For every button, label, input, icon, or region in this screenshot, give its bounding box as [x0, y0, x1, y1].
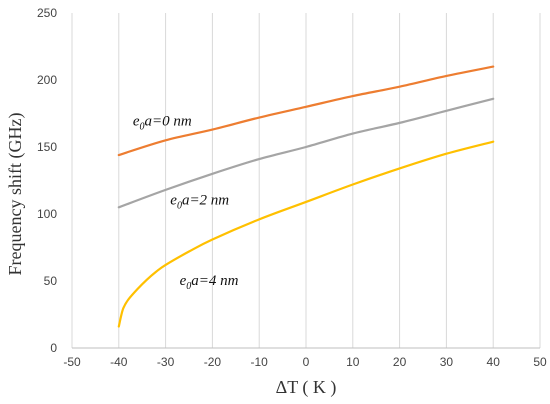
annotations: e0a=0 nm e0a=2 nm e0a=4 nm	[133, 114, 239, 292]
x-tick-label: -20	[204, 355, 222, 369]
x-axis-title: ΔT ( K )	[276, 377, 337, 398]
x-tick-label: 20	[393, 355, 407, 369]
x-tick-label: -50	[63, 355, 81, 369]
series-line-1	[117, 65, 495, 157]
y-tick-label: 0	[50, 341, 57, 355]
y-tick-label: 250	[37, 6, 57, 20]
curve-annotation-3: e0a=4 nm	[180, 273, 239, 292]
series-line-3	[117, 140, 495, 328]
y-axis-title: Frequency shift (GHz)	[5, 113, 26, 276]
y-tick-label: 50	[44, 274, 58, 288]
x-tick-label: 40	[487, 355, 501, 369]
x-tick-label: 10	[346, 355, 360, 369]
series-lines	[117, 65, 495, 328]
x-tick-label: 0	[303, 355, 310, 369]
tick-labels: -50 -40 -30 -20 -10 0 10 20 30 40 50 0 50 100 150 200 25…	[37, 6, 547, 369]
x-tick-label: -30	[157, 355, 175, 369]
y-tick-label: 200	[37, 73, 57, 87]
curve-annotation-1: e0a=0 nm	[133, 114, 192, 133]
curve-annotation-2: e0a=2 nm	[170, 193, 229, 212]
x-tick-label: 30	[440, 355, 454, 369]
x-tick-label: -40	[110, 355, 128, 369]
x-tick-label: -10	[251, 355, 269, 369]
y-tick-label: 100	[37, 207, 57, 221]
series-line-2	[117, 97, 495, 209]
gridlines	[71, 13, 541, 348]
y-tick-label: 150	[37, 140, 57, 154]
x-tick-label: 50	[533, 355, 547, 369]
